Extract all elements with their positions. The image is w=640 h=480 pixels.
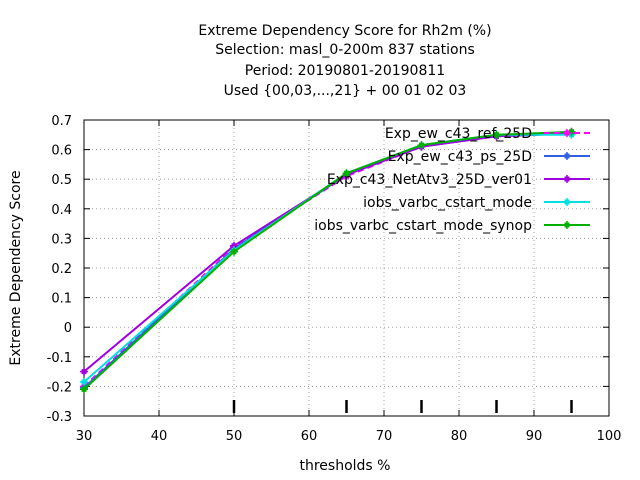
series-line (83, 130, 572, 391)
y-tick-label: 0.2 (51, 262, 72, 277)
legend-item-4: iobs_varbc_cstart_mode (363, 195, 590, 211)
legend-label: iobs_varbc_cstart_mode_synop (314, 218, 532, 234)
y-tick-label: 0 (64, 321, 72, 336)
data-point (563, 175, 571, 183)
data-point (563, 198, 571, 206)
title-line-1: Extreme Dependency Score for Rh2m (%) (198, 23, 491, 39)
y-tick-label: 0.1 (51, 292, 72, 307)
x-tick-label: 70 (376, 429, 393, 444)
series-line (83, 132, 572, 373)
y-tick-label: -0.2 (47, 380, 72, 395)
y-tick-label: -0.3 (47, 410, 72, 425)
x-tick-label: 40 (151, 429, 168, 444)
legend-label: iobs_varbc_cstart_mode (363, 195, 532, 211)
y-tick-label: 0.3 (51, 232, 72, 247)
x-tick-label: 100 (597, 429, 622, 444)
x-tick-label: 80 (451, 429, 468, 444)
data-point (230, 247, 238, 256)
sample-markers (232, 400, 573, 413)
data-point (342, 169, 351, 178)
legend-label: Exp_c43_NetAtv3_25D_ver01 (327, 172, 532, 188)
y-tick-label: 0.5 (51, 173, 72, 188)
data-point (563, 221, 571, 229)
data-point (417, 141, 426, 150)
legend-label: Exp_ew_c43_ref_25D (385, 126, 532, 142)
data-point (492, 130, 501, 139)
tick-labels: 30 40 50 60 70 80 90 100 -0.3 -0.2 -0.1 0 0.1 0.2 0.3 0… (47, 114, 622, 444)
y-axis-label: Extreme Dependency Score (8, 170, 24, 365)
series-line (83, 130, 572, 388)
title-line-3: Period: 20190801-20190811 (245, 63, 445, 79)
series-4 (80, 130, 576, 386)
series-3 (80, 129, 576, 376)
axes (83, 119, 610, 417)
x-tick-label: 60 (301, 429, 318, 444)
x-tick-label: 30 (76, 429, 93, 444)
title-line-2: Selection: masl_0-200m 837 stations (215, 42, 475, 58)
x-axis-label: thresholds % (300, 458, 391, 474)
y-tick-label: 0.7 (51, 114, 72, 129)
series-group (80, 127, 576, 394)
title-line-4: Used {00,03,...,21} + 00 01 02 03 (224, 83, 467, 99)
legend-item-1: Exp_ew_c43_ref_25D (385, 126, 590, 142)
legend-label: Exp_ew_c43_ps_25D (388, 149, 532, 165)
series-5 (80, 127, 576, 394)
plot-frame (83, 119, 610, 417)
x-tick-label: 90 (526, 429, 543, 444)
legend-item-2: Exp_ew_c43_ps_25D (388, 149, 590, 165)
y-tick-label: -0.1 (47, 351, 72, 366)
x-tick-label: 50 (226, 429, 243, 444)
chart-title: Extreme Dependency Score for Rh2m (%) Se… (198, 23, 491, 99)
legend-item-3: Exp_c43_NetAtv3_25D_ver01 (327, 172, 590, 188)
legend-item-5: iobs_varbc_cstart_mode_synop (314, 218, 590, 234)
grid (84, 120, 609, 416)
y-tick-label: 0.6 (51, 144, 72, 159)
data-point (563, 129, 571, 137)
series-1 (80, 127, 576, 391)
series-2 (80, 129, 576, 392)
legend: Exp_ew_c43_ref_25D Exp_ew_c43_ps_25D Exp_c… (314, 126, 590, 234)
y-tick-label: 0.4 (51, 203, 72, 218)
data-point (80, 367, 88, 376)
data-point (563, 152, 571, 160)
data-point (80, 377, 88, 386)
data-point (80, 385, 88, 394)
